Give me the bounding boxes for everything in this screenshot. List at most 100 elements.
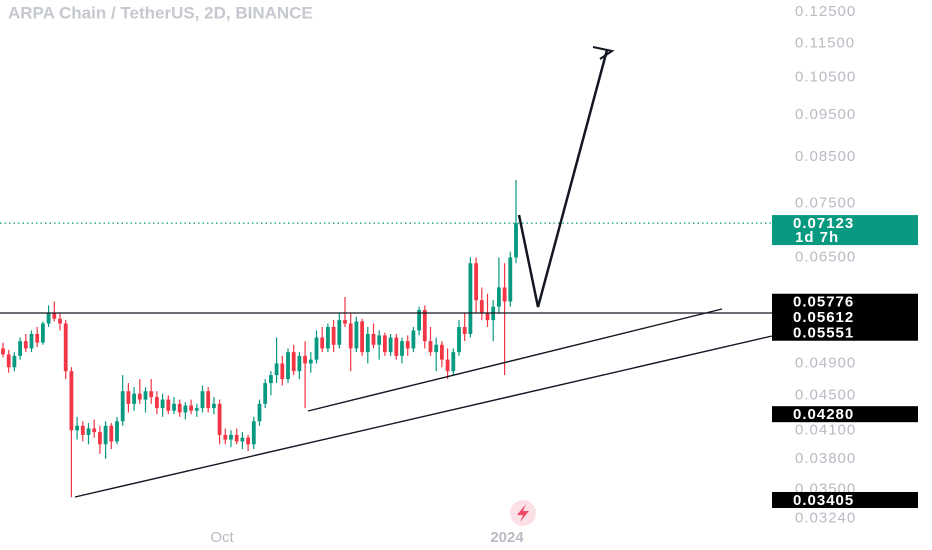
candle-body xyxy=(263,383,268,404)
y-tick-label: 0.12500 xyxy=(795,3,856,20)
price-badge-label: 0.05612 xyxy=(793,309,854,326)
candle-body xyxy=(12,355,17,368)
price-badge xyxy=(772,406,918,423)
current-price-badge xyxy=(772,215,918,246)
candle-body xyxy=(35,333,40,343)
candle-body xyxy=(166,399,171,411)
candle-body xyxy=(120,391,125,422)
trend-line xyxy=(74,335,773,498)
candle-body xyxy=(445,359,450,372)
candle-body xyxy=(234,434,239,442)
candle-body xyxy=(86,428,91,435)
candle-body xyxy=(485,313,490,321)
candle-body xyxy=(23,341,28,349)
candle-body xyxy=(388,337,393,353)
candle-body xyxy=(348,323,353,349)
candle-body xyxy=(46,313,51,324)
candle-body xyxy=(394,337,399,356)
countdown-label: 1d 7h xyxy=(795,229,839,246)
y-tick-label: 0.03240 xyxy=(795,510,856,527)
candle-body xyxy=(497,287,501,307)
candle-body xyxy=(371,333,376,345)
candle-body xyxy=(132,393,136,404)
candle-body xyxy=(69,371,74,431)
y-tick-label: 0.11500 xyxy=(795,34,855,51)
candle-body xyxy=(189,405,193,411)
candle-body xyxy=(155,397,159,409)
candle-body xyxy=(194,408,199,411)
candle-body xyxy=(80,425,85,435)
price-badge xyxy=(772,491,918,508)
candle-body xyxy=(240,437,245,442)
candle-body xyxy=(451,352,456,372)
y-tick-label: 0.09500 xyxy=(795,106,856,123)
candle-body xyxy=(400,341,404,356)
candle-body xyxy=(422,310,427,342)
candle-body xyxy=(440,344,444,360)
candle-body xyxy=(320,337,325,349)
candle-body xyxy=(160,399,165,409)
candle-body xyxy=(223,434,228,440)
candle-body xyxy=(434,344,439,353)
candle-body xyxy=(314,337,319,360)
candle-body xyxy=(257,403,262,422)
candle-body xyxy=(251,421,256,445)
candle-body xyxy=(354,321,359,349)
candle-body xyxy=(172,403,176,411)
candle-body xyxy=(41,323,45,343)
candle-body xyxy=(291,352,296,372)
candle-body xyxy=(297,355,302,372)
candle-body xyxy=(308,359,313,364)
price-badge-label: 0.05776 xyxy=(793,294,854,311)
candle-body xyxy=(177,403,182,413)
candle-body xyxy=(137,393,142,400)
x-tick-label: Oct xyxy=(210,529,234,546)
arrow-head xyxy=(592,46,615,60)
candle-body xyxy=(183,405,188,413)
candle-body xyxy=(75,425,79,431)
price-badge-label: 0.04280 xyxy=(793,406,854,423)
current-price-label: 0.07123 xyxy=(793,215,854,232)
candle-body xyxy=(217,403,222,435)
price-badge-label: 0.03405 xyxy=(793,492,854,509)
candle-body xyxy=(360,321,364,353)
candle-body xyxy=(462,326,467,334)
candle-body xyxy=(149,391,154,398)
candle-body xyxy=(92,428,97,433)
y-tick-label: 0.10500 xyxy=(795,68,856,85)
candle-body xyxy=(286,352,290,380)
y-tick-label: 0.04500 xyxy=(795,386,856,403)
candle-body xyxy=(474,263,478,301)
candle-body xyxy=(18,341,22,356)
candle-body xyxy=(212,403,216,409)
y-tick-label: 0.04900 xyxy=(795,354,856,371)
candle-body xyxy=(115,421,119,442)
candle-body xyxy=(29,333,34,349)
price-badge xyxy=(772,324,918,341)
candle-body xyxy=(109,425,114,442)
candle-body xyxy=(428,341,433,353)
trend-line xyxy=(307,308,723,412)
y-tick-label: 0.07500 xyxy=(795,195,856,212)
candle-body xyxy=(206,391,211,409)
candle-body xyxy=(1,348,5,355)
candle-body xyxy=(411,330,416,349)
candle-body xyxy=(377,335,382,345)
candle-body xyxy=(457,326,461,353)
candle-body xyxy=(63,323,68,372)
candle-body xyxy=(417,310,421,331)
candle-body xyxy=(343,320,347,324)
candle-body xyxy=(280,363,285,380)
candle-body xyxy=(143,391,148,400)
candle-body xyxy=(274,363,279,376)
candle-body xyxy=(405,341,410,349)
candle-body xyxy=(479,300,484,314)
candle-body xyxy=(508,257,513,302)
logo-bolt xyxy=(517,504,529,522)
candle-body xyxy=(468,263,473,334)
candle-body xyxy=(337,320,342,345)
candle-body xyxy=(502,287,507,302)
candle-body xyxy=(331,326,336,345)
